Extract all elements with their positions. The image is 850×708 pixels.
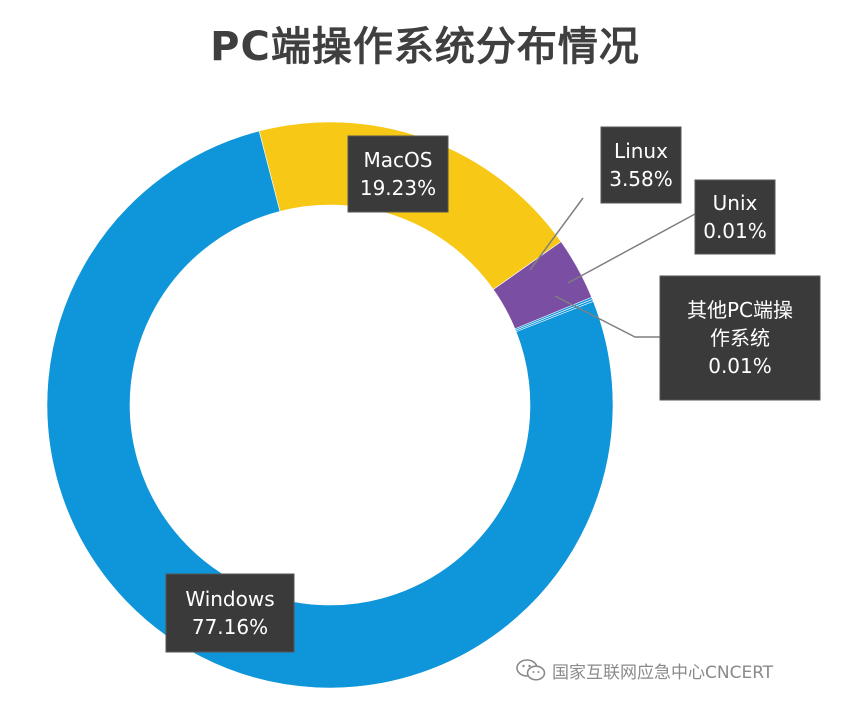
data-label-value: 0.01%	[703, 219, 767, 243]
data-label-unix: Unix 0.01%	[694, 179, 776, 255]
data-label-value: 0.01%	[708, 354, 772, 378]
data-label-box	[659, 275, 821, 401]
chart-title: PC端操作系统分布情况	[210, 24, 640, 70]
slice-windows	[46, 130, 614, 689]
data-label-name: 作系统	[710, 326, 770, 350]
data-label-name: MacOS	[364, 148, 433, 172]
leader-line-unix	[567, 213, 696, 284]
data-label-box	[694, 179, 776, 255]
data-label-value: 77.16%	[192, 615, 268, 639]
data-label-value: 3.58%	[609, 167, 673, 191]
wechat-icon	[516, 659, 546, 681]
data-label-name: Unix	[713, 191, 758, 215]
data-label-macos: MacOS 19.23%	[347, 135, 449, 213]
data-label-linux: Linux 3.58%	[600, 126, 682, 204]
data-label-windows: Windows 77.16%	[165, 573, 295, 653]
watermark-text: 国家互联网应急中心CNCERT	[552, 662, 774, 683]
data-label-name: Linux	[614, 139, 668, 163]
leader-line-linux	[529, 197, 584, 271]
leader-line-pc	[554, 295, 660, 338]
data-label-box	[600, 126, 682, 204]
data-label-value: 19.23%	[360, 176, 436, 200]
data-label-box	[165, 573, 295, 653]
data-label-name: Windows	[185, 587, 274, 611]
data-label-name: 其他PC端操	[687, 298, 793, 322]
data-label-box	[347, 135, 449, 213]
watermark: 国家互联网应急中心CNCERT	[516, 657, 773, 683]
